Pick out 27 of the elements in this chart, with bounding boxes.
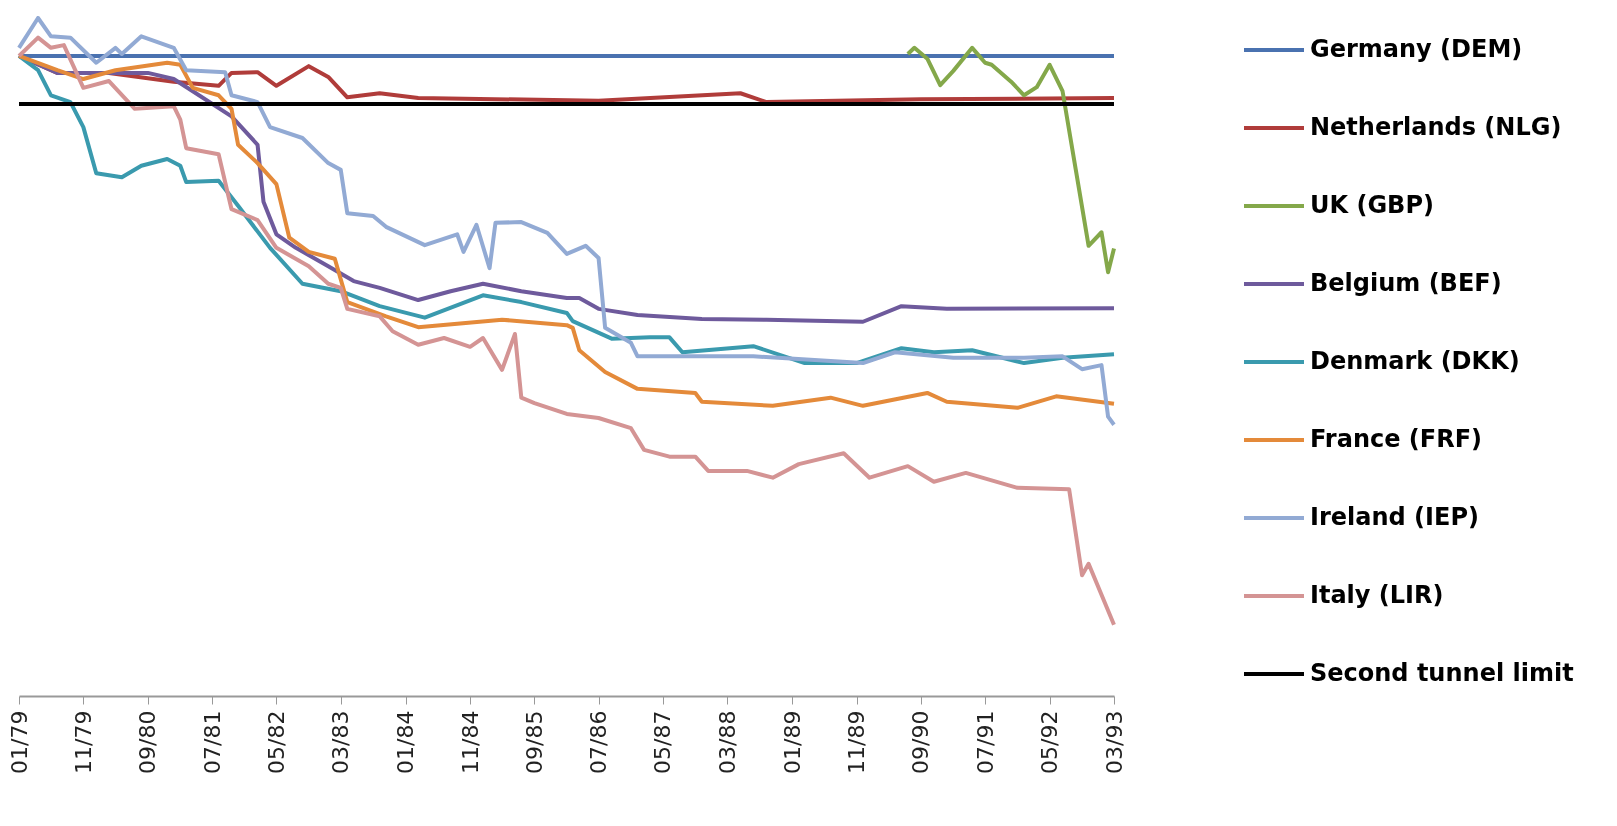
x-tick-label: 03/93 — [1101, 710, 1127, 774]
legend-label: UK (GBP) — [1310, 191, 1434, 219]
legend-label: Second tunnel limit — [1310, 659, 1574, 687]
x-tick-label: 07/86 — [586, 710, 612, 774]
x-tick-label: 05/87 — [650, 710, 676, 774]
x-tick-label: 01/89 — [779, 710, 805, 774]
x-tick-label: 09/90 — [908, 710, 934, 774]
x-tick-label: 07/91 — [972, 710, 998, 774]
x-tick-label: 05/82 — [263, 710, 289, 774]
x-tick-label: 01/84 — [393, 710, 419, 774]
legend-label: France (FRF) — [1310, 425, 1483, 453]
x-tick-label: 01/79 — [6, 710, 32, 774]
legend-label: Netherlands (NLG) — [1310, 113, 1562, 141]
x-tick-label: 05/92 — [1037, 710, 1063, 774]
x-tick-label: 03/88 — [714, 710, 740, 774]
legend-label: Belgium (BEF) — [1310, 269, 1502, 297]
x-tick-label: 11/84 — [457, 710, 483, 774]
x-tick-label: 07/81 — [199, 710, 225, 774]
x-tick-label: 03/83 — [328, 710, 354, 774]
legend-label: Denmark (DKK) — [1310, 347, 1520, 375]
x-tick-label: 11/79 — [70, 710, 96, 774]
x-tick-label: 09/80 — [135, 710, 161, 774]
legend-label: Italy (LIR) — [1310, 581, 1444, 609]
x-tick-label: 11/89 — [844, 710, 870, 774]
legend-label: Ireland (IEP) — [1310, 503, 1479, 531]
x-tick-label: 09/85 — [521, 710, 547, 774]
legend-label: Germany (DEM) — [1310, 35, 1523, 63]
